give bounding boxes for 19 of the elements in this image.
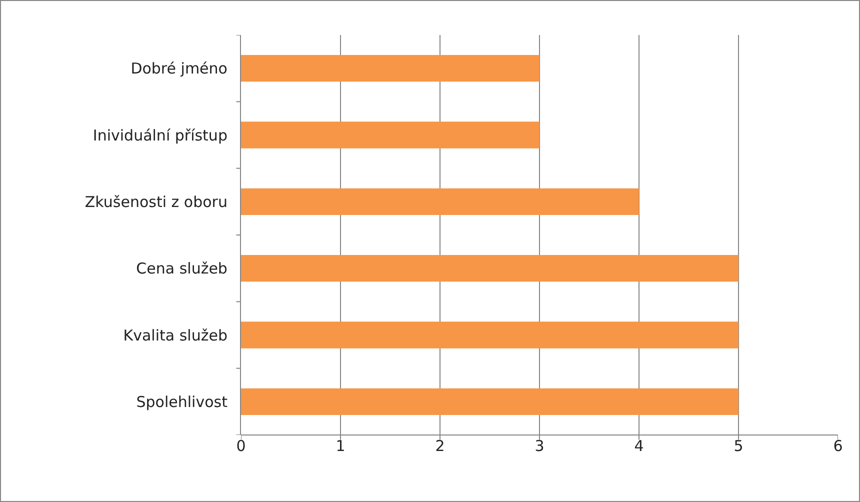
- bar: [241, 188, 639, 215]
- x-tick-label: 2: [435, 437, 445, 455]
- bar: [241, 255, 738, 282]
- bar: [241, 122, 540, 148]
- x-tick-label: 6: [833, 437, 843, 455]
- y-tick-label: Spolehlivost: [136, 392, 237, 411]
- bar: [241, 322, 738, 348]
- y-tick-label: Cena služeb: [136, 260, 237, 278]
- x-tick-label: 0: [236, 437, 246, 455]
- x-tick-label: 1: [336, 437, 346, 455]
- x-tick-label: 4: [634, 437, 644, 455]
- y-tick-label: Kvalita služeb: [123, 326, 237, 344]
- y-tick-label: Zkušenosti z oboru: [84, 192, 237, 211]
- y-tick-label: Dobré jméno: [130, 60, 237, 78]
- y-tick-label: Inividuální přístup: [92, 126, 237, 144]
- x-tick-label: 3: [534, 437, 544, 455]
- bar: [241, 55, 540, 82]
- x-tick-label: 5: [734, 437, 744, 455]
- bar: [241, 388, 738, 415]
